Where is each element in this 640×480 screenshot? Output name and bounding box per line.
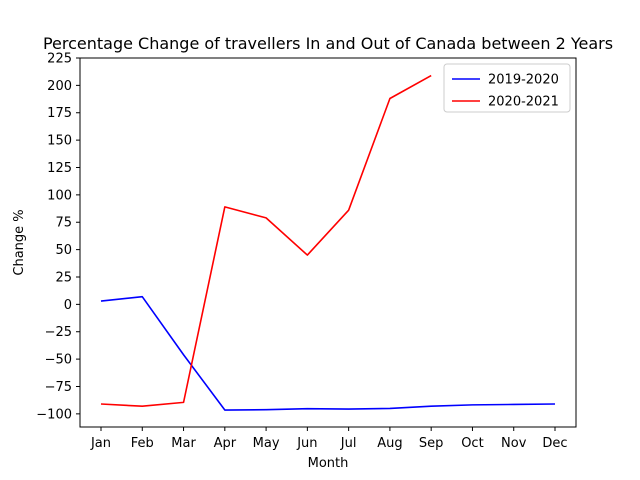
- legend: 2019-2020 2020-2021: [443, 63, 571, 113]
- x-tick-label: Oct: [461, 436, 483, 451]
- x-tick-label: Feb: [131, 436, 154, 451]
- y-tick-label: 225: [47, 52, 72, 67]
- y-tick-label: 0: [64, 298, 72, 313]
- chart-title: Percentage Change of travellers In and O…: [43, 34, 613, 53]
- plot-frame: [79, 57, 577, 428]
- x-axis-title: Month: [308, 456, 349, 471]
- y-tick-label: −50: [45, 353, 72, 368]
- y-tick-label: −75: [45, 380, 72, 395]
- x-tick-label: Dec: [542, 436, 567, 451]
- legend-label: 2019-2020: [488, 73, 559, 88]
- x-tick-label: Jun: [296, 436, 317, 451]
- x-tick-label: Aug: [377, 436, 402, 451]
- y-tick-label: 75: [55, 216, 72, 231]
- y-tick-label: 175: [47, 106, 72, 121]
- y-tick-label: 25: [55, 270, 72, 285]
- legend-label: 2020-2021: [488, 95, 559, 110]
- x-tick-label: Apr: [214, 436, 237, 451]
- y-tick-label: 125: [47, 161, 72, 176]
- series-layer: [100, 74, 556, 411]
- legend-box: [443, 63, 571, 113]
- x-tick-label: Nov: [501, 436, 527, 451]
- x-tick-label: Jan: [90, 436, 111, 451]
- series-line-1: [100, 295, 556, 411]
- y-axis-title: Change %: [12, 209, 27, 275]
- x-tick-label: Mar: [171, 436, 196, 451]
- x-tick-label: Sep: [419, 436, 444, 451]
- x-axis: Jan Feb Mar Apr May Jun Jul Aug Sep Oct Nov Dec: [90, 427, 568, 451]
- series-line-2: [100, 74, 432, 407]
- y-tick-label: −25: [45, 325, 72, 340]
- y-axis: −100 −75 −50 −25 0 25 50 75 100 125 150 175 200 225: [36, 52, 80, 422]
- y-tick-label: 150: [47, 134, 72, 149]
- x-tick-label: Jul: [340, 436, 357, 451]
- y-tick-label: −100: [36, 407, 72, 422]
- y-tick-label: 100: [47, 188, 72, 203]
- x-tick-label: May: [253, 436, 280, 451]
- y-tick-label: 50: [55, 243, 72, 258]
- y-tick-label: 200: [47, 79, 72, 94]
